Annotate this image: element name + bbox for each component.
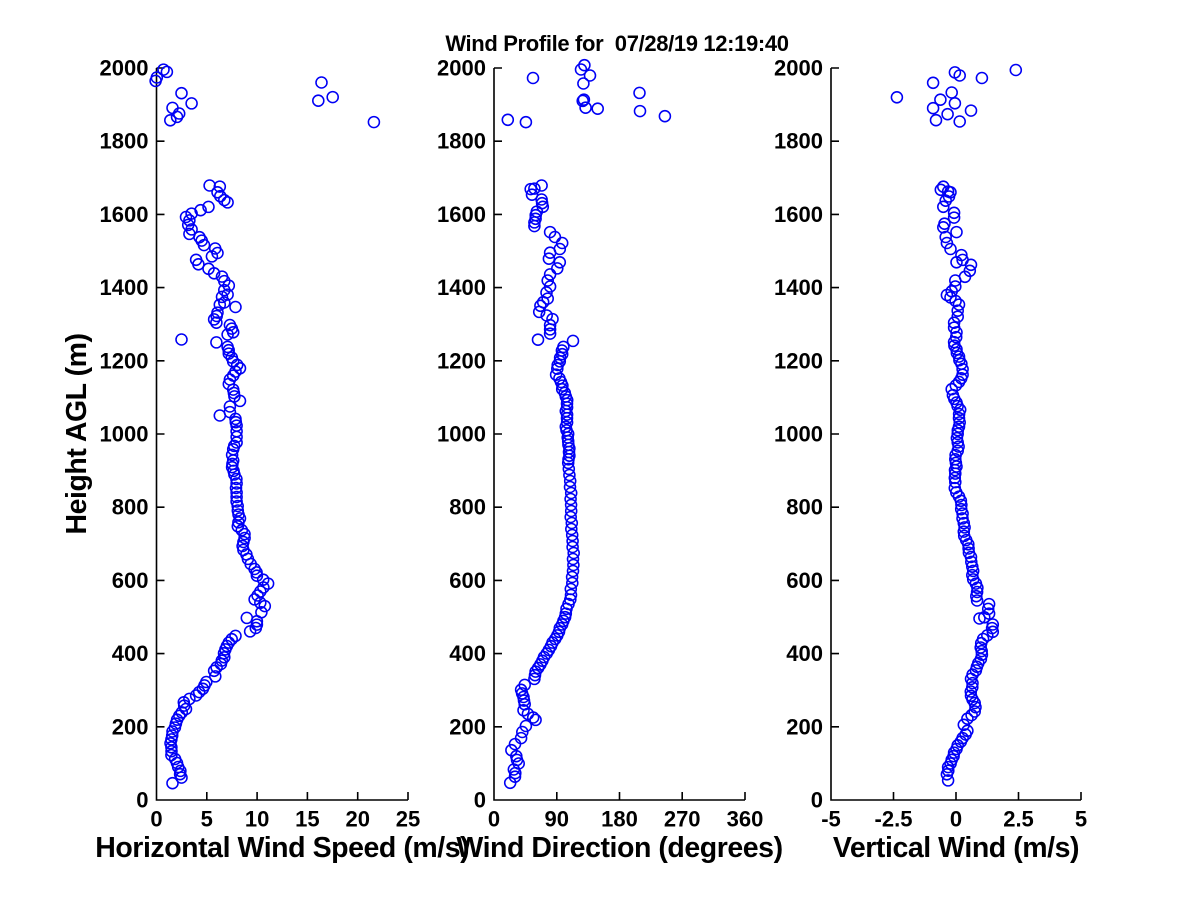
svg-text:25: 25 bbox=[396, 807, 420, 832]
svg-text:15: 15 bbox=[295, 807, 319, 832]
svg-text:0: 0 bbox=[488, 807, 500, 832]
svg-text:400: 400 bbox=[112, 641, 149, 666]
svg-text:400: 400 bbox=[449, 641, 486, 666]
svg-text:0: 0 bbox=[811, 788, 823, 813]
svg-text:0: 0 bbox=[150, 807, 162, 832]
svg-text:-5: -5 bbox=[821, 807, 841, 832]
svg-text:2000: 2000 bbox=[437, 56, 486, 81]
svg-text:Wind Profile for 07/28/19 12:: Wind Profile for 07/28/19 12:19:40 bbox=[445, 31, 788, 56]
svg-text:1600: 1600 bbox=[774, 202, 823, 227]
svg-text:2000: 2000 bbox=[774, 56, 823, 81]
svg-text:0: 0 bbox=[474, 788, 486, 813]
svg-text:600: 600 bbox=[112, 568, 149, 593]
svg-text:20: 20 bbox=[345, 807, 369, 832]
svg-text:1600: 1600 bbox=[437, 202, 486, 227]
svg-text:800: 800 bbox=[449, 495, 486, 520]
svg-text:10: 10 bbox=[245, 807, 269, 832]
svg-text:200: 200 bbox=[786, 714, 823, 739]
svg-text:2000: 2000 bbox=[100, 56, 149, 81]
svg-text:1800: 1800 bbox=[100, 129, 149, 154]
svg-text:1400: 1400 bbox=[774, 275, 823, 300]
svg-text:-2.5: -2.5 bbox=[875, 807, 913, 832]
svg-text:5: 5 bbox=[1075, 807, 1087, 832]
svg-text:1600: 1600 bbox=[100, 202, 149, 227]
svg-text:1200: 1200 bbox=[774, 348, 823, 373]
svg-text:1400: 1400 bbox=[100, 275, 149, 300]
svg-text:Wind Direction (degrees): Wind Direction (degrees) bbox=[456, 832, 782, 864]
svg-text:5: 5 bbox=[201, 807, 213, 832]
svg-text:1000: 1000 bbox=[774, 422, 823, 447]
svg-text:2.5: 2.5 bbox=[1003, 807, 1034, 832]
svg-text:360: 360 bbox=[727, 807, 764, 832]
svg-text:600: 600 bbox=[449, 568, 486, 593]
svg-text:800: 800 bbox=[786, 495, 823, 520]
svg-text:0: 0 bbox=[136, 788, 148, 813]
svg-text:800: 800 bbox=[112, 495, 149, 520]
svg-text:1000: 1000 bbox=[437, 422, 486, 447]
svg-text:1800: 1800 bbox=[437, 129, 486, 154]
svg-text:1400: 1400 bbox=[437, 275, 486, 300]
svg-text:Height AGL (m): Height AGL (m) bbox=[61, 333, 93, 534]
svg-text:90: 90 bbox=[545, 807, 569, 832]
svg-text:1800: 1800 bbox=[774, 129, 823, 154]
svg-text:Horizontal Wind Speed (m/s): Horizontal Wind Speed (m/s) bbox=[95, 832, 469, 864]
svg-text:1000: 1000 bbox=[100, 422, 149, 447]
svg-text:0: 0 bbox=[950, 807, 962, 832]
svg-text:200: 200 bbox=[449, 714, 486, 739]
svg-text:270: 270 bbox=[664, 807, 701, 832]
svg-text:1200: 1200 bbox=[437, 348, 486, 373]
svg-text:600: 600 bbox=[786, 568, 823, 593]
svg-text:400: 400 bbox=[786, 641, 823, 666]
svg-text:180: 180 bbox=[601, 807, 638, 832]
svg-text:200: 200 bbox=[112, 714, 149, 739]
svg-text:Vertical Wind (m/s): Vertical Wind (m/s) bbox=[833, 832, 1079, 864]
svg-text:1200: 1200 bbox=[100, 348, 149, 373]
